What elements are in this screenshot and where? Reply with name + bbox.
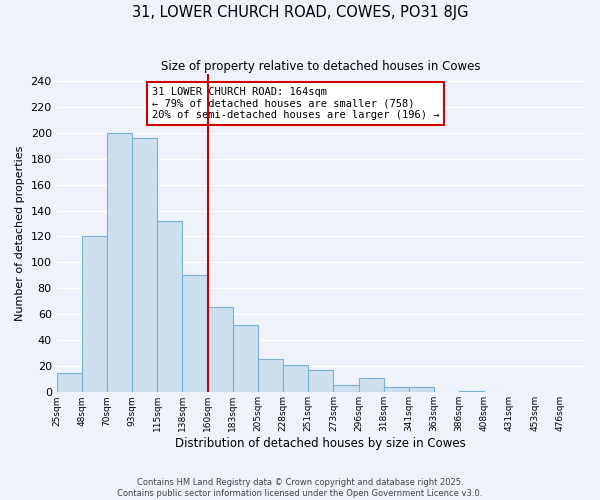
Bar — [208, 306, 233, 392]
Bar — [409, 387, 434, 392]
Text: 31, LOWER CHURCH ROAD, COWES, PO31 8JG: 31, LOWER CHURCH ROAD, COWES, PO31 8JG — [132, 5, 468, 20]
Title: Size of property relative to detached houses in Cowes: Size of property relative to detached ho… — [161, 60, 481, 73]
Bar — [82, 236, 107, 392]
Text: 31 LOWER CHURCH ROAD: 164sqm
← 79% of detached houses are smaller (758)
20% of s: 31 LOWER CHURCH ROAD: 164sqm ← 79% of de… — [152, 87, 439, 120]
Text: Contains HM Land Registry data © Crown copyright and database right 2025.
Contai: Contains HM Land Registry data © Crown c… — [118, 478, 482, 498]
Bar — [258, 358, 283, 392]
Bar — [107, 132, 132, 392]
Y-axis label: Number of detached properties: Number of detached properties — [15, 146, 25, 321]
Bar — [56, 373, 82, 392]
Bar — [132, 138, 157, 392]
Bar — [359, 378, 384, 392]
Bar — [334, 384, 359, 392]
Bar — [308, 370, 334, 392]
Bar — [157, 221, 182, 392]
X-axis label: Distribution of detached houses by size in Cowes: Distribution of detached houses by size … — [175, 437, 466, 450]
Bar — [182, 276, 208, 392]
Bar — [459, 391, 484, 392]
Bar — [283, 365, 308, 392]
Bar — [233, 325, 258, 392]
Bar — [384, 387, 409, 392]
